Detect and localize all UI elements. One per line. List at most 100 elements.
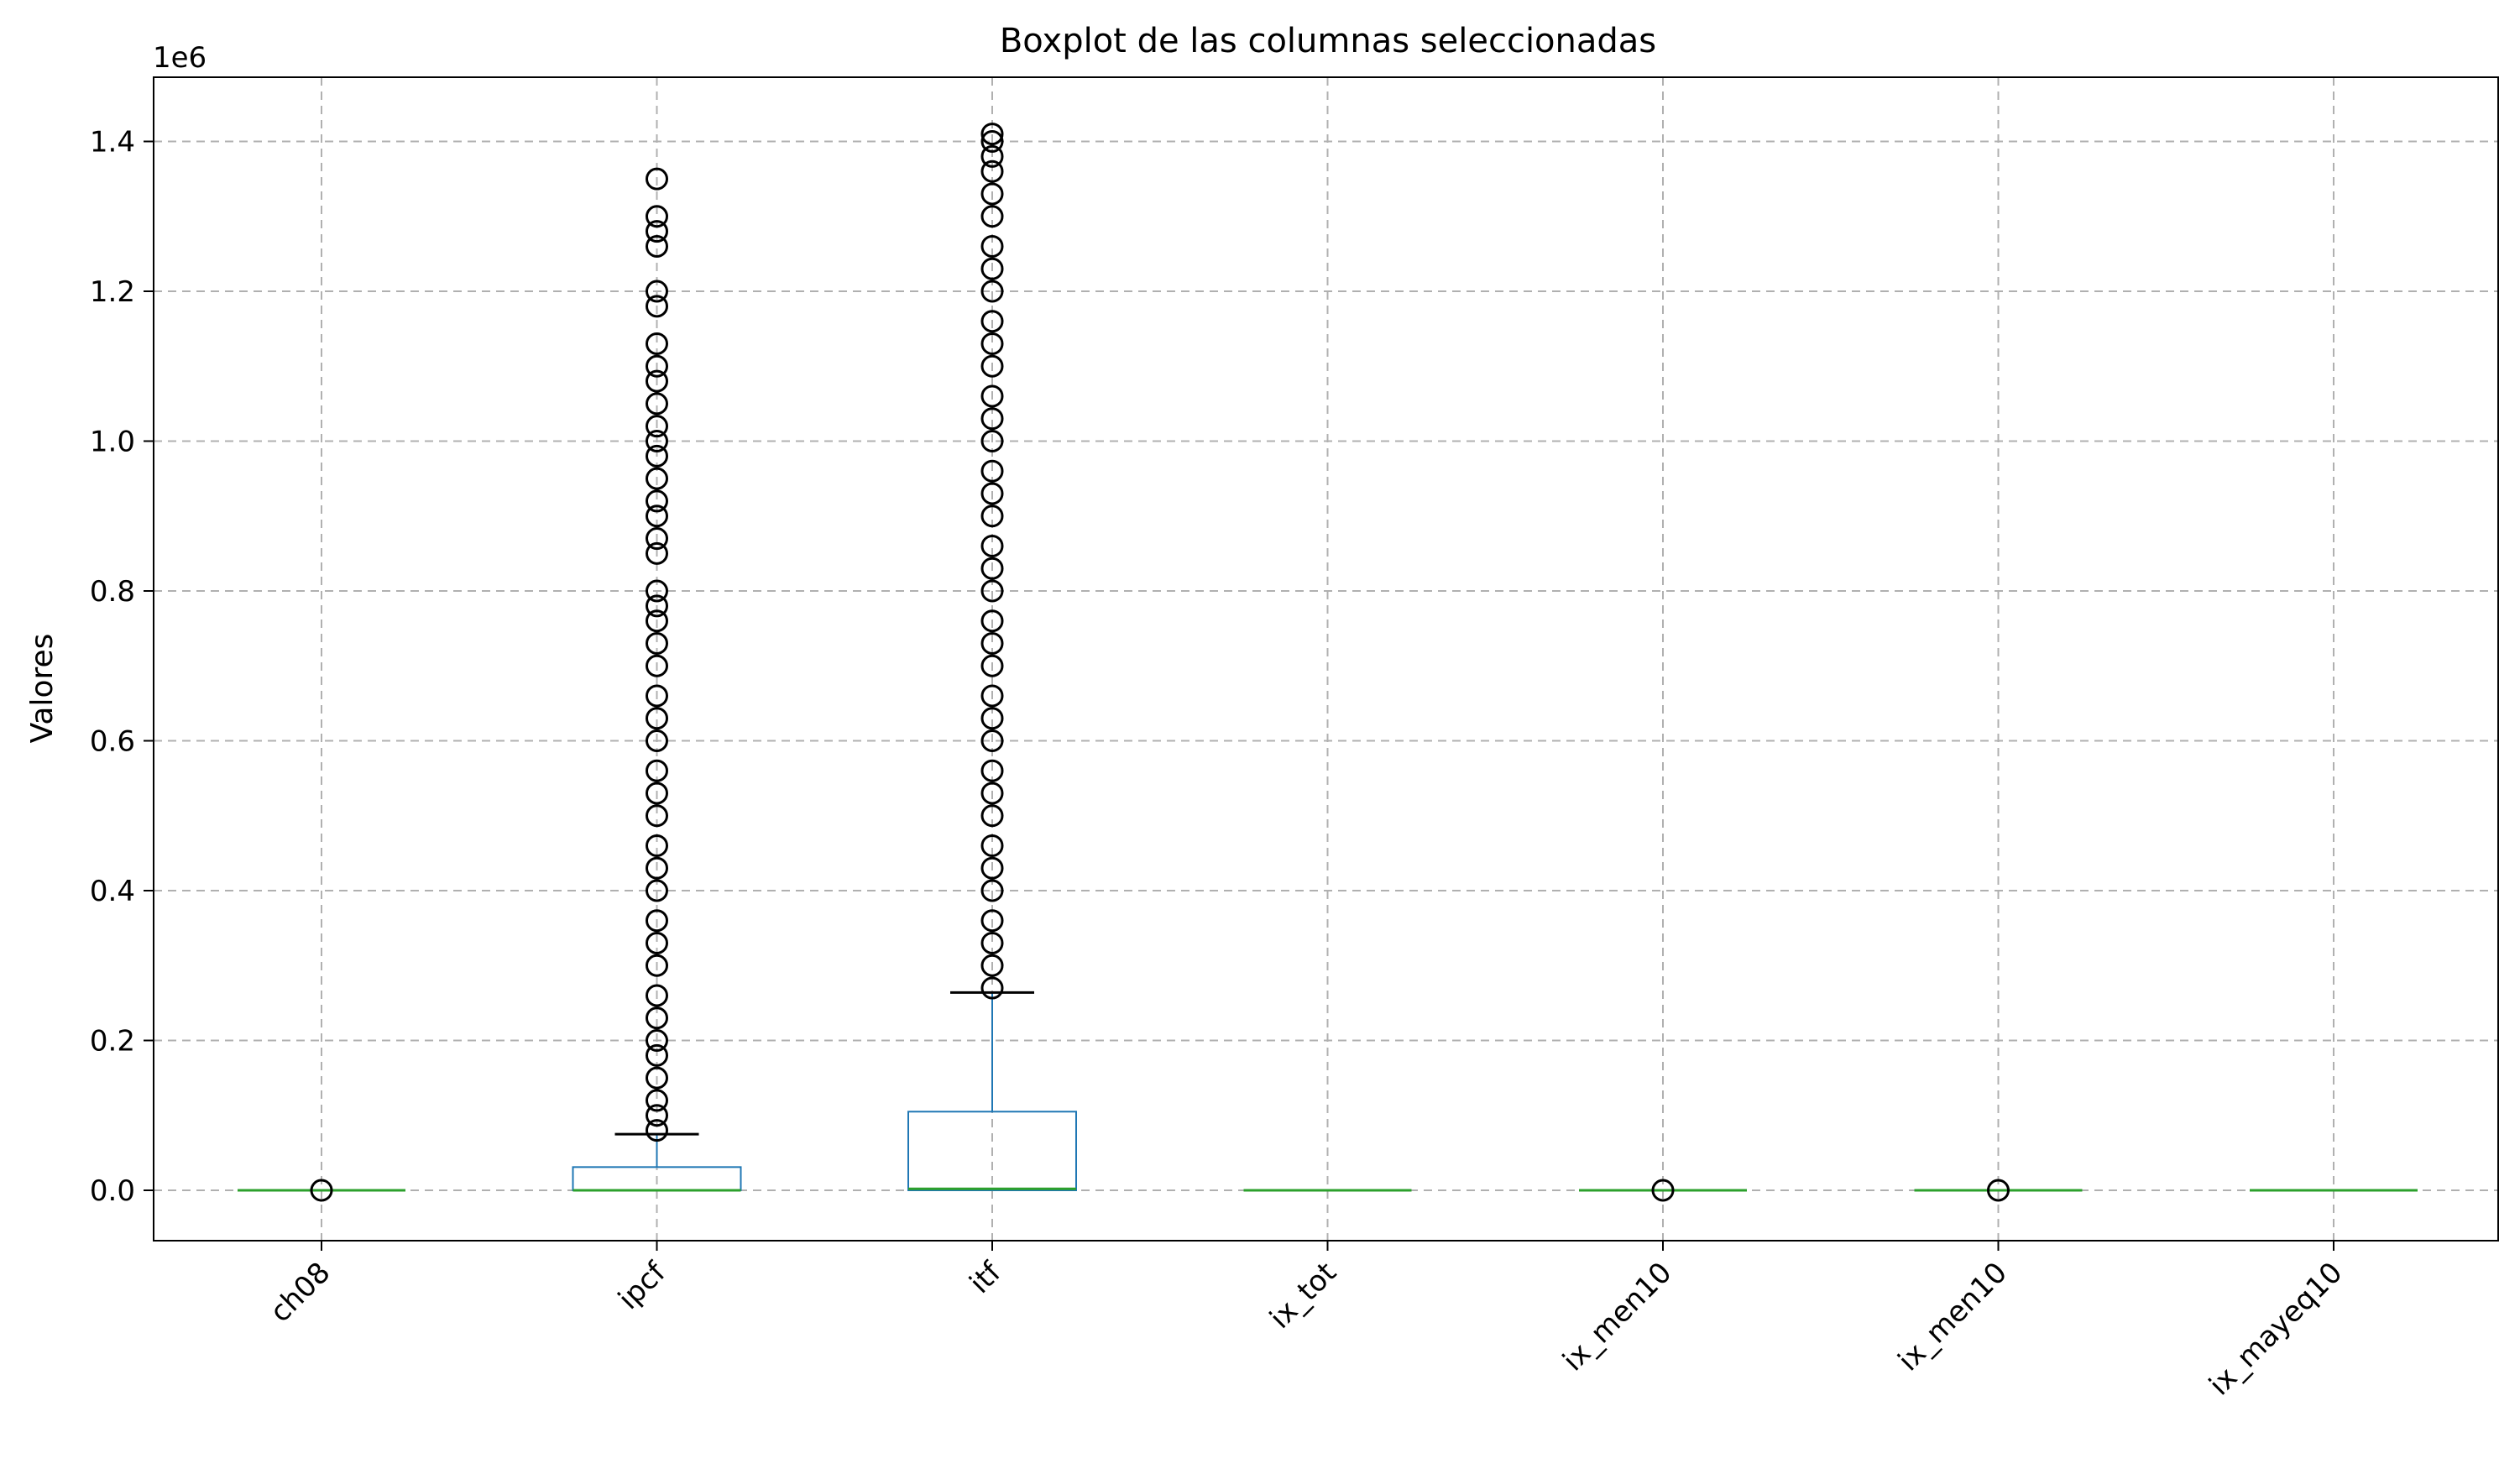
flier-point: [980, 804, 1004, 828]
flier-point: [646, 332, 668, 355]
flier-point: [646, 759, 668, 782]
flier-point: [646, 954, 668, 977]
flier-point: [1987, 1179, 2010, 1202]
flier-point: [980, 579, 1004, 603]
flier-point: [646, 909, 668, 933]
flier-point: [980, 384, 1004, 408]
flier-point: [646, 1066, 668, 1090]
flier-point: [980, 504, 1004, 528]
flier-point: [980, 354, 1004, 378]
flier-point: [980, 182, 1004, 206]
flier-point: [980, 310, 1004, 333]
flier-point: [980, 144, 1004, 168]
flier-point: [980, 130, 1004, 153]
flier-point: [980, 205, 1004, 228]
x-tick-label: ch08: [264, 1256, 337, 1329]
flier-point: [980, 459, 1004, 483]
grid-layer: [154, 77, 2498, 1241]
flier-point: [980, 759, 1004, 782]
y-offset-label: 1e6: [153, 41, 207, 75]
y-tick-label: 0.0: [90, 1174, 135, 1208]
flier-point: [646, 782, 668, 805]
flier-point: [646, 879, 668, 902]
box-ch08: [238, 1179, 405, 1202]
plot-frame: [153, 76, 2499, 1242]
flier-point: [646, 1043, 668, 1067]
flier-point: [646, 804, 668, 828]
flier-point: [980, 729, 1004, 752]
flier-point: [980, 976, 1004, 1000]
flier-point: [646, 205, 668, 228]
box-ix_men10: [1579, 1179, 1747, 1202]
y-tick-label: 1.2: [90, 275, 135, 309]
y-tick-label: 0.8: [90, 575, 135, 609]
iqr-box: [907, 1111, 1077, 1191]
flier-point: [980, 234, 1004, 258]
flier-point: [646, 234, 668, 258]
flier-point: [980, 684, 1004, 708]
y-tick-label: 0.4: [90, 875, 135, 908]
y-tick-label: 0.2: [90, 1025, 135, 1059]
flier-point: [980, 482, 1004, 505]
flier-point: [646, 467, 668, 490]
x-tick-label: ix_tot: [1263, 1256, 1343, 1336]
flier-point: [980, 834, 1004, 857]
flier-point: [980, 879, 1004, 902]
flier-point: [646, 594, 668, 618]
flier-point: [980, 631, 1004, 655]
flier-point: [646, 527, 668, 551]
flier-point: [646, 220, 668, 243]
flier-point: [646, 631, 668, 655]
flier-point: [646, 430, 668, 452]
flier-point: [646, 707, 668, 730]
flier-point: [646, 167, 668, 191]
y-axis-label: Valores: [25, 634, 60, 744]
y-tick-label: 1.4: [90, 126, 135, 159]
box-ipcf: [572, 167, 742, 1192]
flier-point: [646, 369, 668, 393]
flier-point: [980, 609, 1004, 633]
flier-point: [646, 579, 668, 603]
y-tick-label: 1.0: [90, 426, 135, 459]
flier-point: [1651, 1179, 1675, 1202]
flier-point: [310, 1179, 333, 1202]
flier-point: [646, 504, 668, 528]
x-tick-label: ix_men10: [1892, 1256, 2014, 1378]
y-ticks: 0.0 0.2 0.4 0.6 0.8 1.0 1.2 1.4: [90, 126, 154, 1208]
flier-point: [646, 1104, 668, 1127]
flier-point: [980, 257, 1004, 280]
flier-point: [646, 654, 668, 677]
flier-point: [646, 684, 668, 708]
flier-point: [646, 1119, 668, 1142]
flier-point: [646, 392, 668, 416]
x-ticks: ch08 ipcf itf ix_tot ix_men10 ix_men10 ix_maye…: [264, 1241, 2349, 1402]
flier-point: [646, 1006, 668, 1030]
flier-point: [980, 782, 1004, 805]
box-ix_men10: [1914, 1179, 2083, 1202]
chart-title: Boxplot de las columnas seleccionadas: [1000, 22, 1656, 60]
flier-point: [646, 541, 668, 565]
flier-point: [980, 407, 1004, 431]
flier-point: [980, 931, 1004, 954]
flier-point: [646, 729, 668, 752]
flier-point: [646, 489, 668, 513]
flier-point: [646, 415, 668, 438]
flier-point: [646, 834, 668, 857]
flier-point: [646, 931, 668, 954]
flier-point: [646, 295, 668, 318]
x-tick-label: ix_mayeq10: [2203, 1256, 2349, 1402]
flier-point: [980, 654, 1004, 677]
flier-point: [646, 354, 668, 378]
flier-point: [646, 984, 668, 1007]
flier-point: [980, 856, 1004, 880]
flier-point: [646, 856, 668, 880]
x-tick-label: ipcf: [612, 1255, 673, 1316]
plot-layer: [238, 123, 2418, 1202]
flier-point: [980, 332, 1004, 355]
x-tick-label: itf: [964, 1255, 1009, 1300]
flier-point: [646, 280, 668, 303]
flier-point: [980, 557, 1004, 580]
y-tick-label: 0.6: [90, 725, 135, 759]
